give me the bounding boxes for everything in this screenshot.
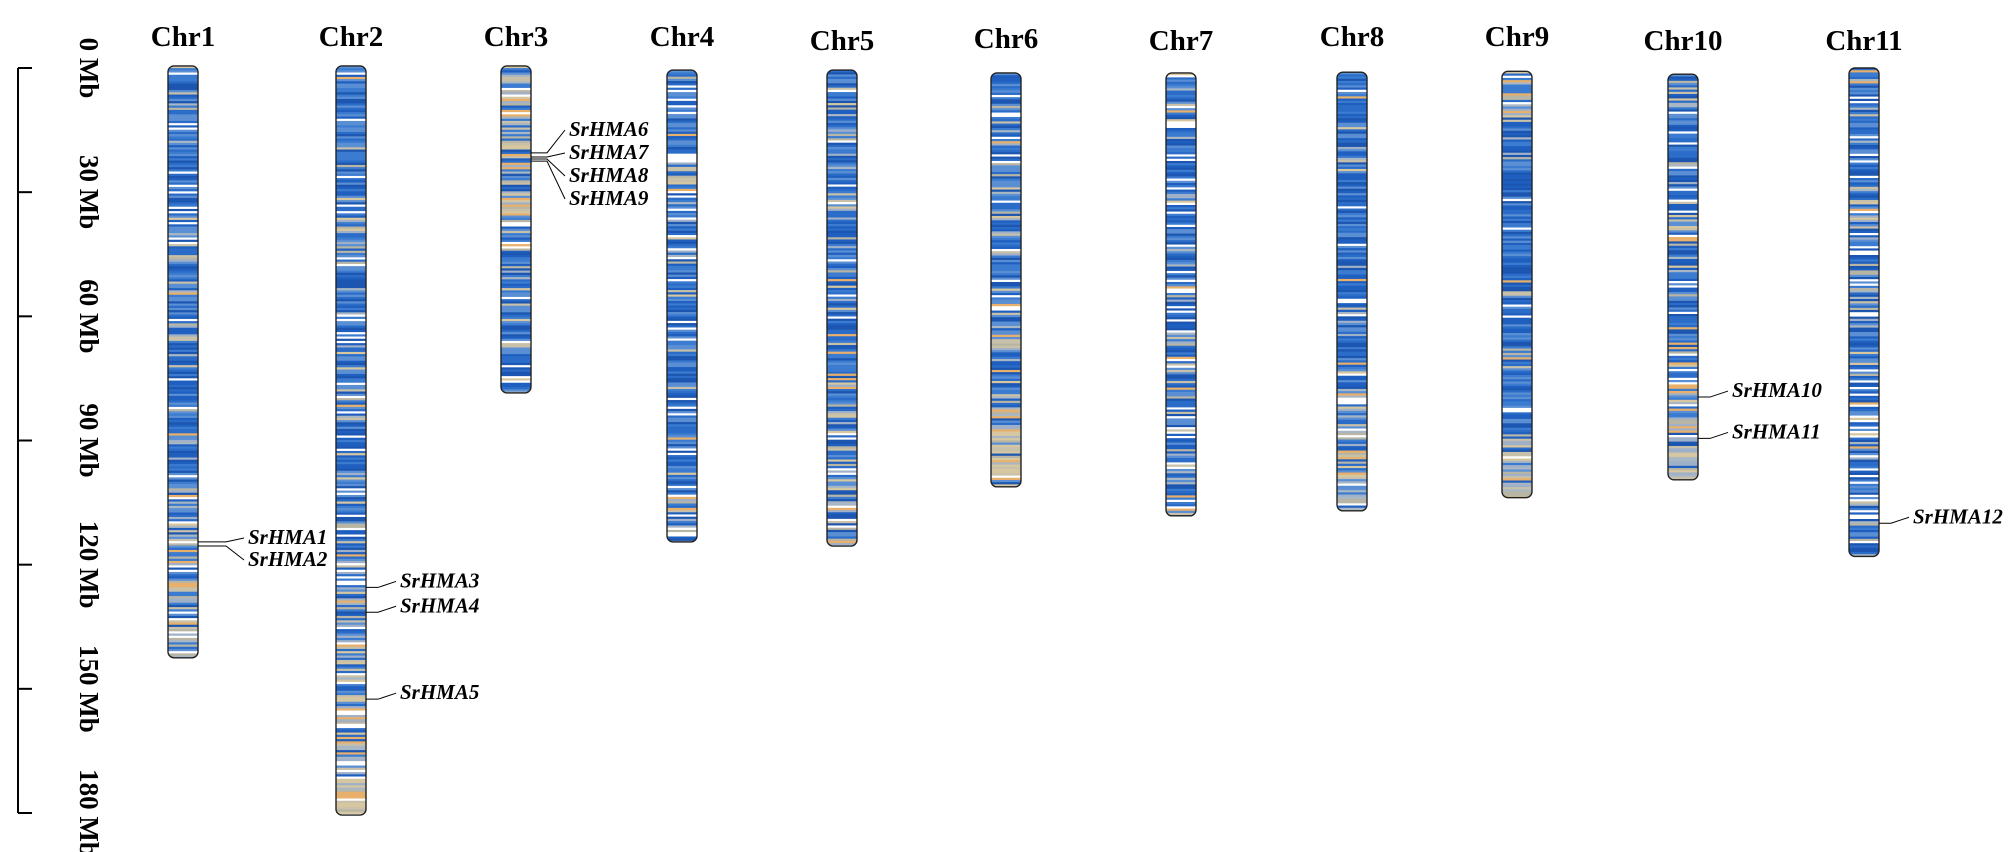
gene-label: SrHMA5 xyxy=(400,680,479,704)
gene-leader-line xyxy=(1698,390,1729,398)
chromosome-density-bands xyxy=(1668,74,1698,480)
chromosome-outline xyxy=(1336,71,1368,512)
scale-axis: 0 Mb 30 Mb 60 Mb 90 Mb 120 Mb 150 Mb 180 Mb xyxy=(17,38,104,852)
gene-leader-line xyxy=(531,152,566,158)
gene-leader-line xyxy=(198,545,245,561)
chromosome-outline xyxy=(500,65,532,394)
gene-label: SrHMA12 xyxy=(1913,504,2003,528)
chromosome-outline xyxy=(826,69,858,547)
chromosome-label: Chr6 xyxy=(974,23,1038,55)
chromosome-density-bands xyxy=(1166,72,1196,516)
scale-tick-label: 0 Mb xyxy=(74,38,104,99)
chromosome-label: Chr11 xyxy=(1825,25,1902,57)
chromosome-chr9: Chr9 xyxy=(1485,21,1549,499)
gene-leader-line xyxy=(531,158,566,177)
gene-label: SrHMA11 xyxy=(1732,419,1821,443)
chromosome-chr5: Chr5 xyxy=(810,25,874,547)
chromosome-outline xyxy=(1667,73,1699,481)
chromosome-density-bands xyxy=(1849,68,1879,557)
chromosome-outline xyxy=(990,72,1022,488)
chromosome-chr6: Chr6 xyxy=(974,23,1038,488)
scale-tick-label: 60 Mb xyxy=(74,279,104,353)
gene-label: SrHMA9 xyxy=(569,186,649,210)
chromosome-chr8: Chr8 xyxy=(1320,21,1384,512)
chromosome-outline xyxy=(666,69,698,543)
gene-leader-line xyxy=(366,580,397,588)
chromosome-density-bands xyxy=(168,65,198,658)
chromosome-label: Chr1 xyxy=(151,21,215,53)
chromosome-outline xyxy=(167,65,199,659)
chromosome-outline xyxy=(335,65,367,816)
chromosome-outline xyxy=(1848,67,1880,558)
chromosome-density-bands xyxy=(827,70,857,547)
gene-leader-line xyxy=(366,605,397,613)
chromosome-chr7: Chr7 xyxy=(1149,25,1213,517)
chromosome-chr4: Chr4 xyxy=(650,21,714,543)
gene-label: SrHMA10 xyxy=(1732,378,1822,402)
scale-tick-label: 120 Mb xyxy=(74,521,104,609)
chromosome-chr10: Chr10 SrHMA10 SrHMA11 xyxy=(1644,25,1822,481)
chromosome-label: Chr10 xyxy=(1644,25,1723,57)
gene-label: SrHMA4 xyxy=(400,593,479,617)
chromosome-label: Chr3 xyxy=(484,21,548,53)
chromosome-label: Chr4 xyxy=(650,21,714,53)
gene-label: SrHMA6 xyxy=(569,117,649,141)
gene-leader-line xyxy=(531,129,566,154)
gene-label: SrHMA1 xyxy=(248,525,327,549)
chromosome-label: Chr7 xyxy=(1149,25,1213,57)
chromosome-set: Chr1SrHMA1SrHMA2Chr2SrHMA3SrHMA4SrHMA5Ch… xyxy=(151,21,2003,816)
scale-tick-label: 150 Mb xyxy=(74,645,104,733)
gene-leader-line xyxy=(531,160,566,200)
gene-leader-line xyxy=(1879,516,1910,524)
chromosome-label: Chr9 xyxy=(1485,21,1549,53)
scale-tick-label: 30 Mb xyxy=(74,155,104,229)
chromosome-label: Chr2 xyxy=(319,21,383,53)
scale-tick-label: 180 Mb xyxy=(74,769,104,852)
chromosome-label: Chr5 xyxy=(810,25,874,57)
chromosome-density-bands xyxy=(1337,72,1367,511)
chromosome-outline xyxy=(1501,70,1533,499)
gene-label: SrHMA3 xyxy=(400,568,479,592)
chromosome-density-bands xyxy=(1502,71,1532,498)
chromosome-chr11: Chr11 SrHMA12 xyxy=(1825,25,2003,558)
chromosome-density-bands xyxy=(991,72,1021,487)
chromosome-label: Chr8 xyxy=(1320,21,1384,53)
chromosome-density-bands xyxy=(667,70,697,542)
chromosome-density-bands xyxy=(336,65,366,816)
scale-tick-label: 90 Mb xyxy=(74,403,104,477)
gene-leader-line xyxy=(198,537,245,543)
chromosome-density-bands xyxy=(501,65,531,393)
gene-label: SrHMA7 xyxy=(569,140,650,164)
gene-label: SrHMA2 xyxy=(248,547,328,571)
gene-leader-line xyxy=(1698,431,1729,439)
gene-label: SrHMA8 xyxy=(569,163,649,187)
gene-leader-line xyxy=(366,692,397,700)
chromosome-outline xyxy=(1165,72,1197,517)
